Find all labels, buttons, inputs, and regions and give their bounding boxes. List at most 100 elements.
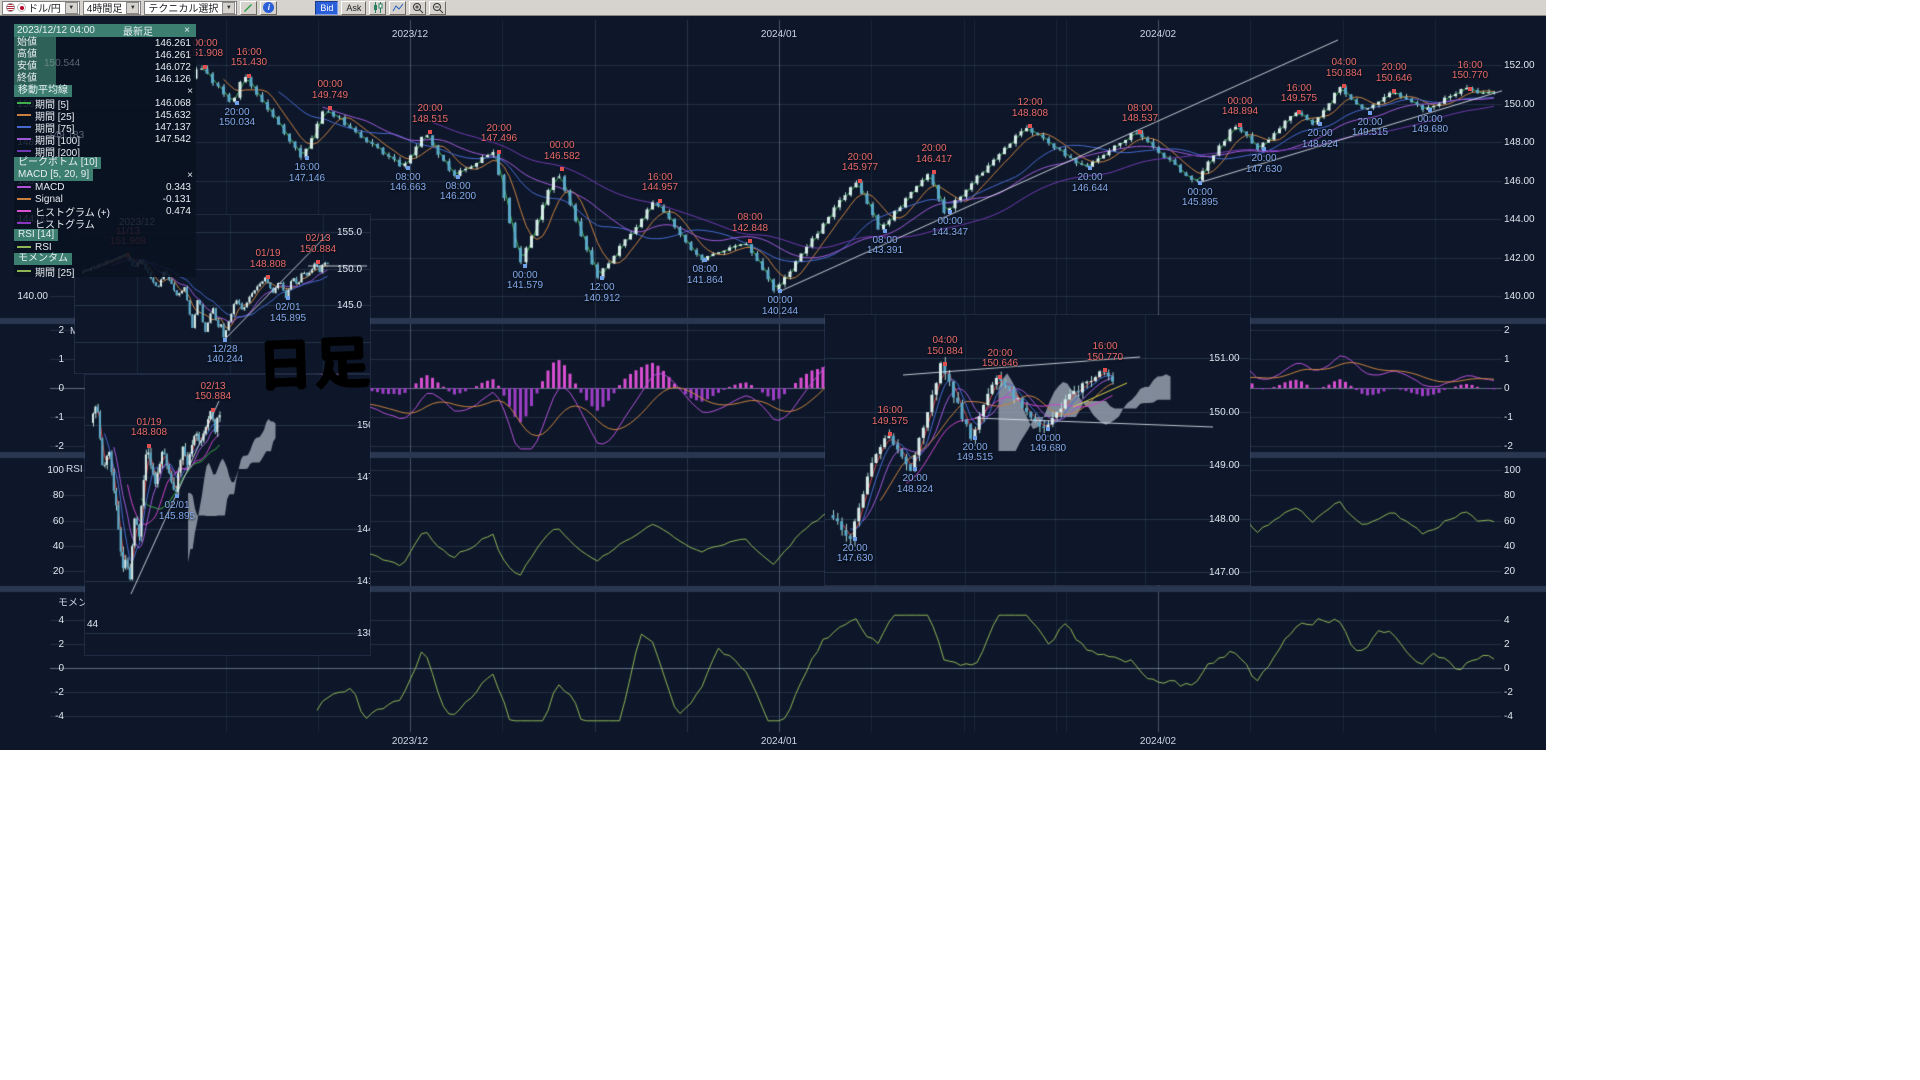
indicator-title: モメンタム (14, 253, 72, 265)
indicator-section-header: モメンタム (14, 253, 196, 265)
ghost-value: 150.544 (44, 58, 81, 69)
bottom-marker (175, 494, 179, 499)
indicator-label: ヒストグラム (+) (35, 207, 110, 219)
indicator-value: 147.137 (154, 121, 191, 133)
peak-marker (316, 260, 320, 265)
line-swatch-icon (17, 150, 31, 152)
indicator-row: ヒストグラム (+) 0.474 (14, 205, 196, 219)
inset-price-tick: 148.00 (1209, 513, 1240, 525)
technical-select[interactable]: テクニカル選択 ▼ (144, 0, 238, 15)
inset-price-tick: 138 (357, 627, 370, 639)
peak-marker (266, 275, 270, 280)
chevron-down-icon[interactable]: ▼ (64, 1, 78, 14)
inset-ichimoku-daily-canvas[interactable] (85, 375, 370, 655)
bottom-marker (913, 467, 917, 472)
chart-annotation: 02/01 145.895 (269, 302, 307, 324)
indicator-row: 期間 [75] 147.137 (14, 121, 196, 135)
ohlc-label: 高値 (14, 49, 56, 61)
chart-annotation: 02/13 150.884 (194, 380, 232, 403)
chart-annotation: 04:00 150.884 (926, 335, 964, 357)
inset-ichimoku-4h-canvas[interactable] (825, 315, 1250, 585)
chart-annotation: 16:00 150.770 (1086, 341, 1124, 363)
chart-annotation: 20:00 149.515 (956, 441, 994, 464)
zoom-in-icon (412, 2, 424, 13)
indicator-section-header: MACD [5, 20, 9] × (14, 169, 196, 181)
indicator-label: RSI (35, 241, 52, 253)
chevron-down-icon[interactable]: ▼ (222, 1, 236, 14)
zoom-in-button[interactable] (409, 0, 427, 15)
indicator-label: 期間 [5] (35, 99, 69, 111)
line-swatch-icon (17, 102, 31, 104)
indicator-title: MACD [5, 20, 9] (14, 169, 94, 181)
inset-price-tick: 150.0 (337, 263, 363, 275)
peak-marker (998, 374, 1002, 379)
chart-annotation: 12/28 140.244 (206, 343, 244, 366)
info-button[interactable]: i (260, 0, 278, 15)
zoom-out-button[interactable] (429, 0, 447, 15)
indicator-value: -0.131 (162, 193, 191, 205)
inset-price-tick: 155.0 (337, 227, 363, 238)
ohlc-row: 高値 146.261 (14, 49, 196, 61)
currency-pair-label: ドル/円 (28, 4, 61, 15)
indicator-row: 期間 [5] 146.068 (14, 97, 196, 111)
technical-label: テクニカル選択 (148, 4, 219, 15)
indicator-label: 期間 [200] (35, 147, 81, 159)
line-chart-button[interactable] (389, 0, 407, 15)
toolbar: ドル/円 ▼ 4時間足 ▼ テクニカル選択 ▼ i Bid Ask (0, 0, 1546, 16)
chart-annotation: 16:00 149.575 (871, 405, 909, 427)
indicator-section-header: ピークボトム [10] (14, 157, 196, 169)
indicator-label: ヒストグラム (35, 219, 95, 231)
chart-annotation: 02/01 145.895 (158, 500, 196, 522)
indicator-row: Signal -0.131 (14, 193, 196, 205)
close-icon[interactable]: × (187, 169, 193, 181)
indicator-row: 期間 [25] 145.632 (14, 109, 196, 123)
ask-button[interactable]: Ask (341, 0, 367, 15)
chevron-down-icon[interactable]: ▼ (126, 1, 140, 14)
candlestick-chart-button[interactable] (369, 0, 387, 15)
currency-pair-select[interactable]: ドル/円 ▼ (2, 0, 80, 15)
indicator-row: RSI (14, 241, 196, 253)
inset-price-tick: 147.00 (1209, 567, 1240, 579)
latest-bar-label: 最新足 (123, 27, 153, 38)
bid-button[interactable]: Bid (315, 0, 339, 15)
line-swatch-icon (17, 210, 31, 212)
indicator-row: 期間 [25] (14, 265, 196, 279)
inset-price-tick: 145.0 (337, 300, 363, 311)
indicator-row: 期間 [200] (14, 145, 196, 159)
indicator-value: 0.474 (165, 205, 191, 217)
timeframe-label: 4時間足 (86, 4, 123, 15)
inset-price-tick: 144 (357, 523, 370, 535)
draw-tool-button[interactable] (240, 0, 258, 15)
inset-price-tick: 149.00 (1209, 460, 1240, 472)
indicator-section-header: 移動平均線 × (14, 85, 196, 97)
inset-ichimoku-4h-window[interactable]: 151.00 150.00 149.00 148.00 147.00 20:00 147.6… (825, 315, 1250, 585)
inset-price-tick: 150 (357, 420, 370, 431)
jp-flag-icon (17, 3, 26, 12)
indicator-label: 期間 [100] (35, 135, 81, 147)
bar-datetime: 2023/12/12 04:00 (17, 25, 95, 36)
chart-annotation: 00:00 149.680 (1029, 432, 1067, 455)
close-icon[interactable]: × (187, 85, 193, 97)
bottom-marker (286, 296, 290, 301)
bottom-marker (973, 435, 977, 440)
inset-price-tick: 147 (357, 471, 370, 483)
info-icon: i (263, 2, 275, 13)
fx-chart-app-window: ドル/円 ▼ 4時間足 ▼ テクニカル選択 ▼ i Bid Ask (0, 0, 1546, 750)
line-swatch-icon (17, 198, 31, 200)
bottom-marker (853, 536, 857, 541)
inset-price-tick: 140.0 (337, 336, 363, 348)
indicator-label: 期間 [25] (35, 267, 75, 279)
data-window-header: 2023/12/12 04:00 最新足 × (14, 24, 196, 38)
bottom-marker (1046, 426, 1050, 431)
close-icon[interactable]: × (184, 25, 190, 36)
indicator-title: RSI [14] (14, 229, 59, 241)
indicator-value: 145.632 (154, 109, 191, 121)
chart-annotation: 01/19 148.808 (130, 416, 168, 439)
timeframe-select[interactable]: 4時間足 ▼ (82, 0, 142, 15)
candlestick-icon (373, 2, 383, 13)
us-flag-icon (6, 3, 15, 12)
indicator-row: MACD 0.343 (14, 181, 196, 193)
ohlc-label: 終値 (14, 73, 56, 85)
